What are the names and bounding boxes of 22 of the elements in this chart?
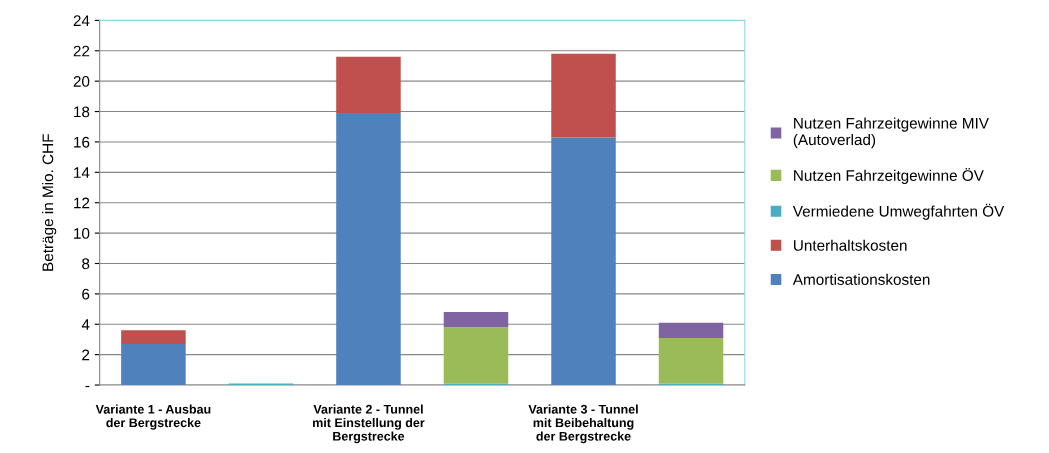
y-tick-label: 20 xyxy=(73,76,90,87)
y-tick-label: 8 xyxy=(82,258,90,270)
x-tick-label: Variante 3 - Tunnel mit Beibehaltung der Bergstrecke xyxy=(528,404,638,444)
legend-label: Amortisationskosten xyxy=(792,273,930,285)
x-tick-label: Variante 2 - Tunnel mit Einstellung der Bergstrecke xyxy=(313,404,425,444)
legend-label: Vermiedene Umwegfahrten ÖV xyxy=(792,203,1005,220)
y-tick-label: 12 xyxy=(74,197,90,209)
y-tick-label: 22 xyxy=(73,45,90,57)
y-axis-title: Beträge in Mio. CHF xyxy=(42,134,57,271)
legend-label: Unterhaltskosten xyxy=(794,239,907,251)
x-tick-label: Variante 1 - Ausbau der Bergstrecke xyxy=(95,404,211,430)
y-tick-label: 4 xyxy=(81,319,90,330)
y-tick-label: 14 xyxy=(74,167,90,178)
y-tick-label: 16 xyxy=(74,136,90,148)
y-tick-label: 6 xyxy=(82,288,90,300)
y-tick-label: 18 xyxy=(74,106,90,118)
legend-label: Nutzen Fahrzeitgewinne ÖV xyxy=(794,168,984,184)
y-tick-label: 2 xyxy=(82,349,90,361)
y-tick-label: 10 xyxy=(74,227,90,239)
y-tick-label: - xyxy=(85,385,90,388)
legend-label: Nutzen Fahrzeitgewinne MIV (Autoverlad) xyxy=(793,117,989,149)
y-tick-label: 24 xyxy=(73,15,90,26)
